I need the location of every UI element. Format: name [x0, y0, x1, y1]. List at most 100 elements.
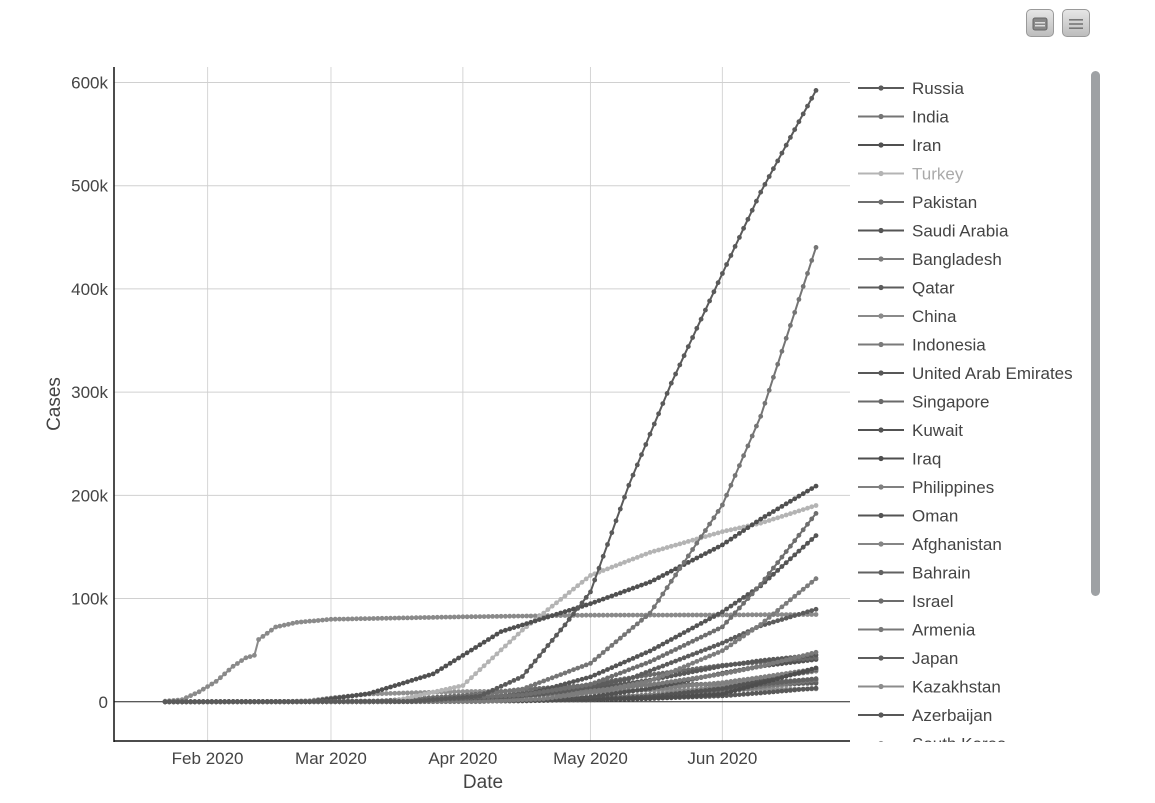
data-point: [779, 679, 785, 685]
data-point: [494, 631, 500, 637]
data-point: [656, 695, 661, 701]
data-point: [575, 665, 581, 671]
data-point: [617, 506, 623, 512]
data-point: [668, 660, 674, 666]
menu-button[interactable]: [1062, 9, 1090, 37]
data-point: [677, 677, 683, 683]
data-point: [703, 528, 708, 533]
data-point: [728, 679, 734, 684]
legend-item[interactable]: Singapore: [858, 393, 990, 412]
data-point: [779, 150, 785, 156]
legend-item[interactable]: Bangladesh: [858, 250, 1002, 269]
data-point: [541, 610, 547, 616]
data-point: [664, 661, 670, 667]
data-point: [235, 661, 240, 666]
data-point: [745, 592, 751, 597]
legend-item[interactable]: Turkey: [858, 165, 964, 184]
series-russia[interactable]: [162, 88, 819, 705]
legend-item[interactable]: Indonesia: [858, 336, 986, 355]
data-point: [728, 684, 734, 690]
data-point: [796, 119, 802, 125]
data-point: [277, 623, 283, 629]
data-point: [668, 669, 674, 675]
legend-item[interactable]: China: [858, 307, 957, 326]
data-point: [494, 694, 500, 699]
data-point: [668, 679, 674, 684]
data-point: [685, 627, 691, 633]
data-point: [737, 692, 742, 697]
y-tick-label: 500k: [71, 177, 108, 196]
data-point: [707, 549, 712, 554]
legend-item[interactable]: Russia: [858, 79, 965, 98]
data-point: [724, 679, 729, 685]
data-point: [520, 627, 525, 633]
legend-item[interactable]: United Arab Emirates: [858, 364, 1073, 383]
legend-item[interactable]: Japan: [858, 649, 958, 668]
data-point: [651, 646, 657, 652]
data-point: [511, 693, 517, 698]
legend-item[interactable]: Israel: [858, 592, 954, 611]
data-point: [247, 699, 253, 705]
legend-label: Japan: [912, 649, 958, 668]
legend-item[interactable]: Saudi Arabia: [858, 222, 1009, 241]
legend-item[interactable]: Kazakhstan: [858, 678, 1001, 697]
data-point: [532, 613, 538, 619]
data-point: [434, 668, 440, 674]
data-point: [715, 626, 721, 632]
data-point: [694, 555, 700, 561]
data-point: [643, 696, 649, 702]
data-point: [451, 695, 457, 701]
data-point: [260, 699, 266, 705]
data-point: [537, 690, 542, 695]
legend-item[interactable]: Iraq: [858, 450, 941, 469]
data-point: [639, 687, 644, 693]
data-point: [507, 688, 513, 694]
legend-item[interactable]: Oman: [858, 507, 958, 526]
legend-item[interactable]: Kuwait: [858, 421, 963, 440]
data-point: [613, 518, 619, 524]
data-point: [400, 680, 406, 686]
data-point: [464, 694, 470, 700]
data-point: [634, 612, 640, 618]
data-point: [503, 693, 508, 699]
data-point: [528, 663, 534, 669]
data-point: [273, 624, 279, 630]
data-point: [503, 682, 508, 687]
series-iran[interactable]: [162, 483, 819, 705]
legend-item[interactable]: Armenia: [858, 621, 976, 640]
legend-item[interactable]: India: [858, 108, 949, 127]
series-saudi-arabia[interactable]: [162, 533, 819, 705]
legend-item[interactable]: Azerbaijan: [858, 706, 992, 725]
legend-item[interactable]: Bahrain: [858, 564, 971, 583]
legend-item[interactable]: Iran: [858, 136, 941, 155]
data-point: [660, 401, 666, 406]
legend-scrollbar[interactable]: [1091, 71, 1100, 596]
data-point: [617, 661, 623, 667]
legend-item[interactable]: Pakistan: [858, 193, 977, 212]
data-point: [634, 584, 640, 590]
window-button[interactable]: [1026, 9, 1054, 37]
data-point: [681, 540, 687, 546]
data-point: [396, 615, 402, 621]
data-point: [528, 697, 534, 702]
data-point: [703, 681, 708, 687]
data-point: [724, 612, 729, 618]
legend-item[interactable]: South Korea: [858, 735, 1007, 754]
data-point: [707, 630, 712, 636]
data-point: [715, 650, 721, 655]
data-point: [668, 649, 674, 654]
legend-item[interactable]: Afghanistan: [858, 535, 1002, 554]
data-point: [443, 696, 449, 702]
legend-item[interactable]: Philippines: [858, 478, 994, 497]
data-point: [737, 636, 742, 642]
data-point: [788, 135, 793, 140]
data-point: [596, 678, 602, 684]
data-point: [647, 431, 653, 437]
data-point: [639, 452, 644, 458]
data-point: [707, 687, 712, 693]
data-point: [651, 671, 657, 677]
data-point: [660, 546, 666, 552]
data-point: [469, 675, 474, 681]
legend-label: China: [912, 307, 957, 326]
legend-item[interactable]: Qatar: [858, 279, 955, 298]
